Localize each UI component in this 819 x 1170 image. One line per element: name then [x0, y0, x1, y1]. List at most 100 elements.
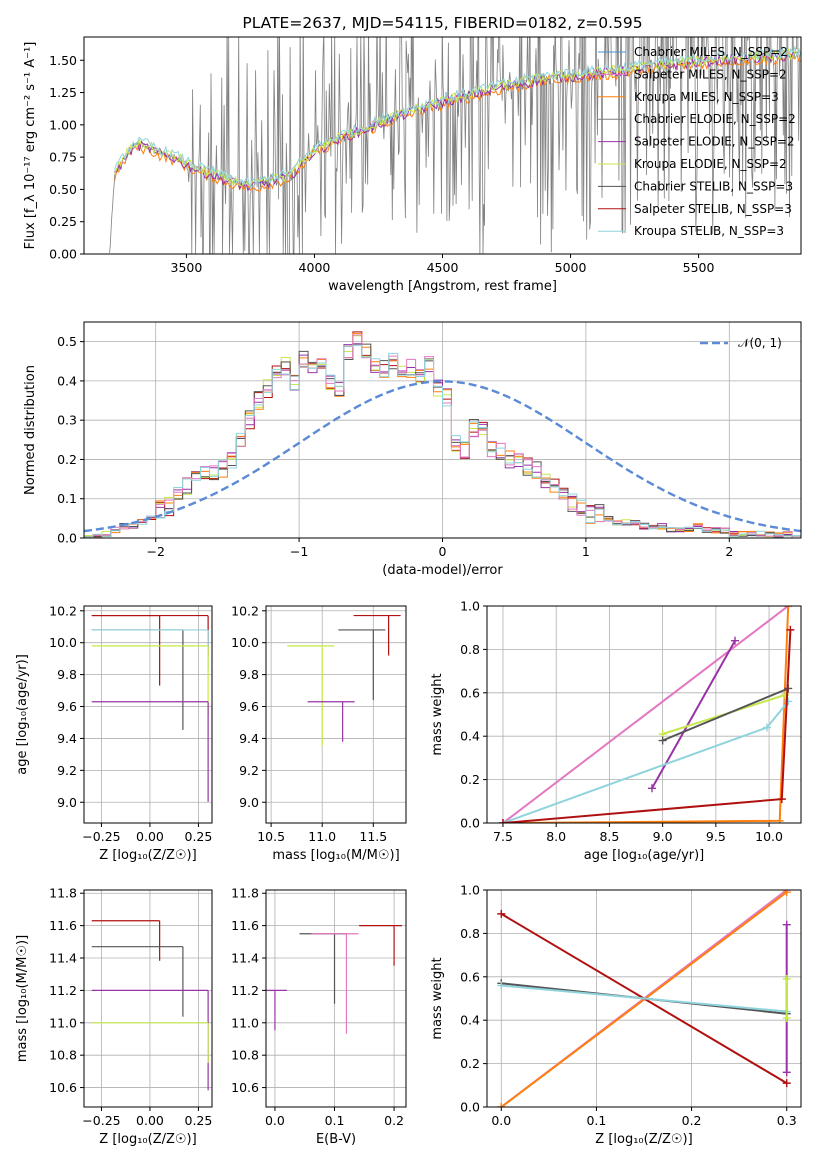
y-axis-label: Flux [f_λ 10⁻¹⁷ erg cm⁻² s⁻¹ A⁻¹]	[23, 42, 38, 250]
x-tick-label: −0.25	[82, 829, 120, 844]
weight-marker-kroupa_miles	[782, 890, 791, 897]
y-tick-label: 1.25	[49, 85, 77, 100]
weight-line-kroupa_stelib	[502, 700, 789, 823]
plot-area	[498, 606, 795, 823]
x-tick-label: 2	[725, 544, 733, 559]
y-tick-label: 10.6	[49, 1080, 77, 1095]
x-tick-label: 3500	[171, 260, 203, 275]
x-tick-label: 8.5	[599, 829, 619, 844]
x-tick-label: 4500	[427, 260, 459, 275]
y-tick-label: 10.2	[49, 603, 77, 618]
x-tick-label: 9.0	[653, 829, 673, 844]
x-tick-label: 11.0	[308, 829, 336, 844]
y-tick-label: 0.4	[57, 373, 77, 388]
weight-line-chabrier_stelib	[662, 687, 789, 742]
weight-line-salpeter_miles	[502, 606, 789, 823]
plot-area	[266, 925, 402, 1034]
y-tick-label: 1.50	[49, 53, 77, 68]
y-tick-label: 0.00	[49, 247, 77, 262]
y-tick-label: 0.3	[57, 413, 77, 428]
x-tick-label: 10.5	[257, 829, 285, 844]
y-tick-label: 10.0	[49, 635, 77, 650]
weight-marker-salpeter_elodie	[647, 784, 656, 793]
legend: Chabrier MILES, N_SSP=2 Salpeter MILES, N…	[598, 45, 796, 238]
y-tick-label: 11.0	[49, 1015, 77, 1030]
x-tick-label: 0.00	[136, 1113, 164, 1128]
x-tick-label: 0.2	[384, 1113, 404, 1128]
y-tick-label: 11.4	[231, 951, 259, 966]
x-tick-label: 10.0	[755, 829, 783, 844]
y-tick-label: 0.4	[460, 729, 480, 744]
x-tick-label: 0.00	[136, 829, 164, 844]
panel-mass_vs_ebv: 0.0 0.1 0.2 10.6 10.8 11.0 11.2 11.4 11.6 11.8 E(B…	[231, 886, 407, 1147]
weight-marker-kroupa_elodie	[782, 974, 791, 983]
panel-residuals: 𝒩(0, 1) −2 −1 0 1 2 0.0 0.1 0.2 0.3 0.4 0.5 (data-mo…	[23, 321, 802, 578]
weight-marker-kroupa_miles	[775, 816, 784, 823]
y-tick-label: 9.2	[57, 763, 77, 778]
y-tick-label: 0.2	[460, 1056, 480, 1071]
y-axis-label: Normed distribution	[23, 365, 38, 495]
model-line-kroupa_stelib	[114, 45, 801, 188]
weight-marker-salpeter_stelib	[498, 819, 507, 823]
weight-marker-kroupa_miles	[497, 1103, 506, 1107]
y-tick-label: 0.6	[460, 969, 480, 984]
y-tick-label: 10.0	[231, 635, 259, 650]
legend-label: Salpeter ELODIE, N_SSP=2	[634, 135, 795, 149]
x-axis-label: Z [log₁₀(Z/Z☉)]	[99, 848, 196, 863]
weight-marker-salpeter_stelib	[777, 795, 786, 804]
axes-frame	[83, 605, 213, 824]
panel-age_vs_Z: −0.25 0.00 0.25 9.0 9.2 9.4 9.6 9.8 10.0 10.2 Z [l…	[15, 603, 213, 863]
y-tick-label: 0.6	[460, 685, 480, 700]
y-tick-label: 0.4	[460, 1013, 480, 1028]
x-axis-label: wavelength [Angstrom, rest frame]	[328, 279, 557, 294]
legend-label: Kroupa STELIB, N_SSP=3	[634, 224, 784, 238]
panel-spectrum: Chabrier MILES, N_SSP=2 Salpeter MILES, N…	[23, 14, 802, 294]
weight-marker-salpeter_elodie	[782, 920, 791, 929]
x-tick-label: 0.3	[777, 1113, 797, 1128]
y-axis-label: mass weight	[430, 957, 445, 1039]
x-tick-label: −1	[290, 544, 308, 559]
x-tick-label: 0.1	[325, 1113, 345, 1128]
x-tick-label: 0	[439, 544, 447, 559]
plot-area	[91, 920, 209, 1091]
legend-label: Kroupa MILES, N_SSP=3	[634, 90, 779, 104]
y-tick-label: 1.00	[49, 117, 77, 132]
plot-area	[287, 614, 401, 746]
y-tick-label: 9.8	[239, 667, 259, 682]
legend-label: Kroupa ELODIE, N_SSP=2	[634, 157, 787, 171]
y-tick-label: 10.2	[231, 603, 259, 618]
x-tick-label: 8.0	[546, 829, 566, 844]
axes-frame	[265, 605, 407, 824]
weight-marker-salpeter_stelib	[782, 1079, 791, 1088]
panel-weight_vs_Z: 0.0 0.1 0.2 0.3 0.0 0.2 0.4 0.6 0.8 1.0 Z [log₁₀(Z…	[430, 883, 802, 1147]
y-tick-label: 9.4	[57, 731, 77, 746]
axes-frame	[83, 889, 213, 1108]
x-tick-label: 11.5	[359, 829, 387, 844]
x-tick-label: 0.25	[185, 829, 213, 844]
axes-frame	[265, 889, 407, 1108]
panel-weight_vs_age: 7.5 8.0 8.5 9.0 9.5 10.0 0.0 0.2 0.4 0.6 0.8 1.0 age…	[430, 599, 802, 863]
y-tick-label: 0.25	[49, 214, 77, 229]
legend-label: Chabrier ELODIE, N_SSP=2	[634, 112, 796, 126]
y-tick-label: 0.75	[49, 150, 77, 165]
x-tick-label: 4000	[299, 260, 331, 275]
weight-marker-salpeter_elodie	[782, 1068, 791, 1077]
x-tick-label: 5000	[555, 260, 587, 275]
y-tick-label: 11.8	[49, 886, 77, 901]
x-tick-label: 7.5	[493, 829, 513, 844]
y-tick-label: 11.2	[49, 983, 77, 998]
y-tick-label: 11.4	[49, 951, 77, 966]
weight-marker-kroupa_miles	[784, 606, 793, 610]
weight-line-kroupa_stelib	[501, 984, 787, 1013]
plot-area	[109, 37, 801, 254]
weight-marker-salpeter_stelib	[497, 909, 506, 918]
y-tick-label: 0.1	[57, 491, 77, 506]
plot-area	[497, 890, 791, 1107]
legend-label: 𝒩(0, 1)	[738, 336, 782, 350]
plot-area	[84, 331, 801, 538]
weight-marker-salpeter_elodie	[731, 636, 740, 645]
y-tick-label: 11.0	[231, 1015, 259, 1030]
x-tick-label: 0.25	[185, 1113, 213, 1128]
y-tick-label: 9.4	[239, 731, 259, 746]
